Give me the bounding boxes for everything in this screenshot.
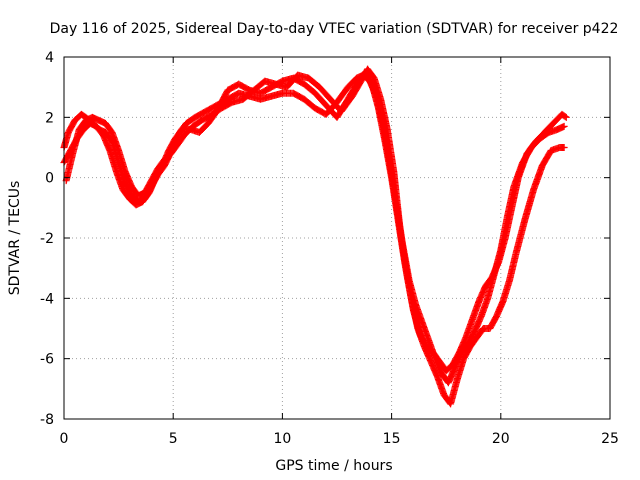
y-tick-label: -4 xyxy=(40,291,54,307)
y-tick-label: -8 xyxy=(40,412,54,428)
y-tick-label: -2 xyxy=(40,231,54,247)
x-tick-label: 25 xyxy=(601,431,619,447)
x-tick-label: 10 xyxy=(273,431,291,447)
data-point xyxy=(560,144,568,151)
data-point xyxy=(562,113,570,121)
chart-title: Day 116 of 2025, Sidereal Day-to-day VTE… xyxy=(50,21,619,37)
y-tick-label: -6 xyxy=(40,352,54,368)
x-tick-label: 5 xyxy=(169,431,178,447)
x-tick-label: 0 xyxy=(60,431,69,447)
data-points xyxy=(60,65,570,408)
y-tick-label: 0 xyxy=(45,171,54,187)
data-point xyxy=(560,122,568,130)
y-axis-label: SDTVAR / TECUs xyxy=(7,181,23,296)
x-tick-label: 15 xyxy=(383,431,401,447)
x-tick-label: 20 xyxy=(492,431,510,447)
series-track-1 xyxy=(60,71,568,387)
series-track-3 xyxy=(62,65,570,375)
y-tick-label: 2 xyxy=(45,110,54,126)
x-axis-label: GPS time / hours xyxy=(275,458,392,474)
y-tick-label: 4 xyxy=(45,50,54,66)
data-point xyxy=(561,113,569,121)
